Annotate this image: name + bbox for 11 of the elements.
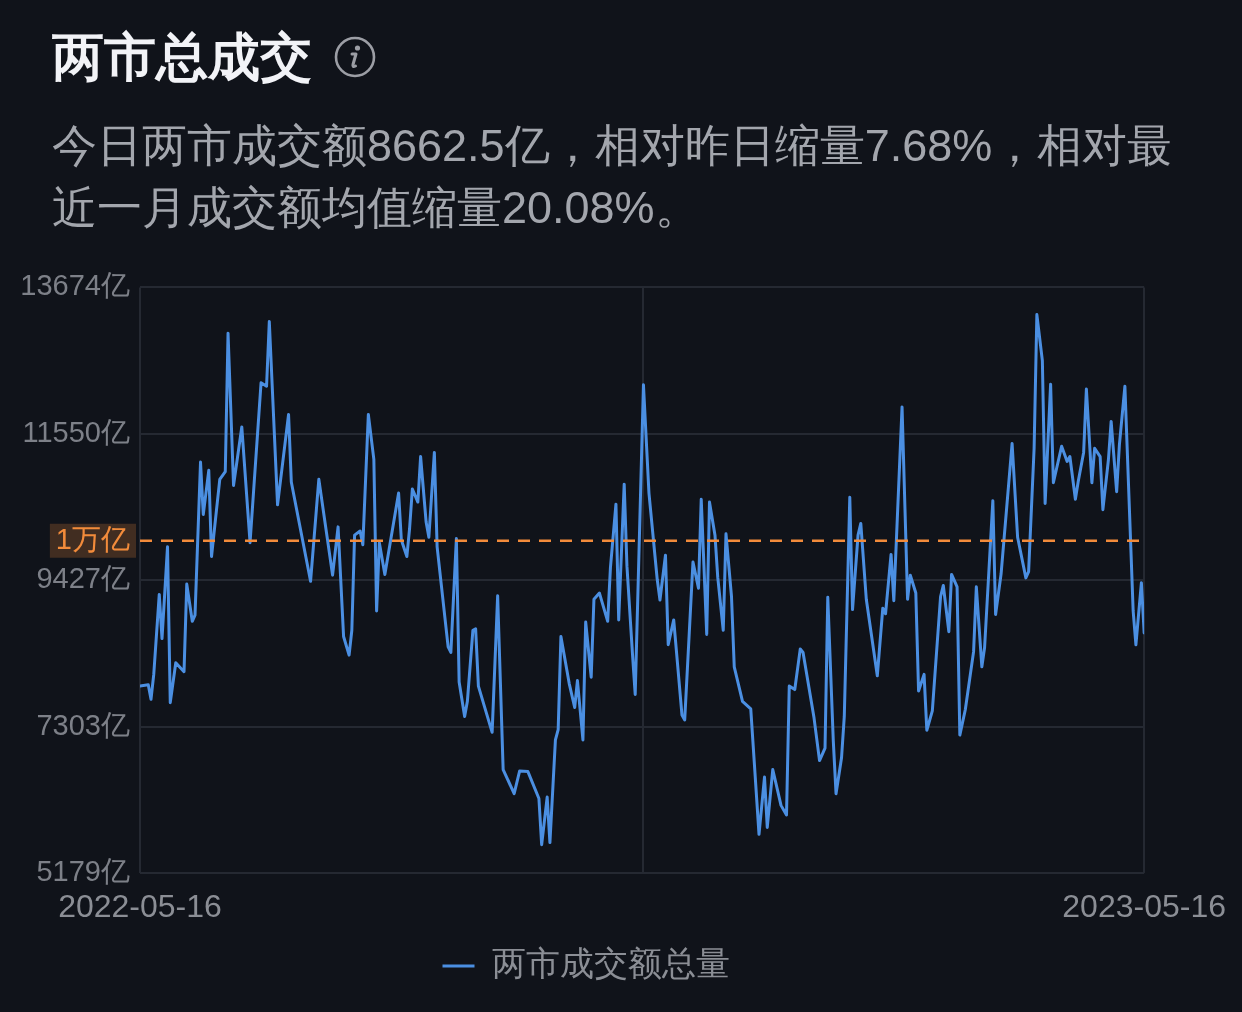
ref-line-label: 1万亿 [55, 522, 130, 555]
chart-title: 两市总成交 [52, 27, 312, 88]
y-tick-label: 11550亿 [22, 415, 130, 448]
x-tick-label: 2022-05-16 [58, 888, 222, 925]
x-tick-label: 2023-05-16 [1062, 888, 1226, 925]
y-tick-label: 5179亿 [36, 855, 130, 887]
y-tick-label: 7303亿 [36, 708, 130, 741]
legend-label: 两市成交额总量 [491, 944, 730, 983]
y-tick-label: 9427亿 [36, 562, 130, 595]
y-tick-label: 13674亿 [20, 269, 130, 302]
chart-subtitle: 今日两市成交额8662.5亿，相对昨日缩量7.68%，相对最近一月成交额均值缩量20.08%。 [52, 119, 1174, 235]
